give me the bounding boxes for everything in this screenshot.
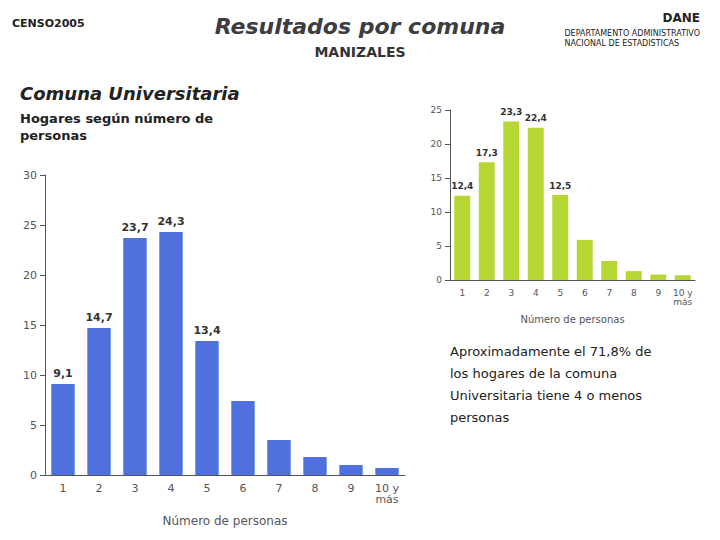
svg-text:5: 5 <box>204 482 211 495</box>
svg-text:13,4: 13,4 <box>193 324 220 337</box>
svg-text:Resultados por comuna: Resultados por comuna <box>215 14 506 39</box>
svg-text:10 y: 10 y <box>672 287 693 298</box>
svg-text:30: 30 <box>23 169 37 182</box>
svg-text:Hogares según número de: Hogares según número de <box>20 111 213 126</box>
svg-text:25: 25 <box>431 105 442 115</box>
svg-text:CENSO2005: CENSO2005 <box>12 17 85 30</box>
svg-text:Número de personas: Número de personas <box>162 514 287 528</box>
svg-text:2: 2 <box>484 288 490 298</box>
svg-text:7: 7 <box>606 288 612 298</box>
svg-text:15: 15 <box>431 173 442 183</box>
svg-text:2: 2 <box>96 482 103 495</box>
svg-text:0: 0 <box>30 469 37 482</box>
svg-text:20: 20 <box>23 269 37 282</box>
svg-text:10: 10 <box>431 207 443 217</box>
svg-text:12,5: 12,5 <box>549 181 571 191</box>
svg-text:5: 5 <box>30 419 37 432</box>
svg-text:10: 10 <box>23 369 37 382</box>
svg-text:personas: personas <box>450 410 510 425</box>
svg-text:17,3: 17,3 <box>476 148 498 158</box>
svg-text:0: 0 <box>436 275 442 285</box>
svg-text:3: 3 <box>132 482 139 495</box>
svg-text:1: 1 <box>60 482 67 495</box>
svg-text:8: 8 <box>631 288 637 298</box>
svg-text:22,4: 22,4 <box>525 113 547 123</box>
svg-text:6: 6 <box>240 482 247 495</box>
svg-text:9,1: 9,1 <box>53 367 73 380</box>
svg-text:más: más <box>673 297 692 307</box>
svg-text:23,7: 23,7 <box>121 221 148 234</box>
svg-text:1: 1 <box>459 288 465 298</box>
svg-text:personas: personas <box>20 128 87 143</box>
svg-text:más: más <box>375 493 398 506</box>
svg-text:15: 15 <box>23 319 37 332</box>
svg-text:los hogares de la comuna: los hogares de la comuna <box>450 366 617 381</box>
svg-text:DANE: DANE <box>663 11 701 25</box>
svg-text:4: 4 <box>168 482 175 495</box>
svg-text:4: 4 <box>533 288 539 298</box>
svg-text:25: 25 <box>23 219 37 232</box>
svg-text:Número de personas: Número de personas <box>520 314 624 325</box>
svg-text:5: 5 <box>436 241 442 251</box>
svg-text:9: 9 <box>348 482 355 495</box>
svg-text:5: 5 <box>557 288 563 298</box>
svg-text:DEPARTAMENTO ADMINISTRATIVO: DEPARTAMENTO ADMINISTRATIVO <box>564 29 700 38</box>
svg-text:10 y: 10 y <box>375 482 399 495</box>
svg-text:23,3: 23,3 <box>500 107 522 117</box>
svg-text:8: 8 <box>312 482 319 495</box>
svg-text:14,7: 14,7 <box>85 311 112 324</box>
svg-text:6: 6 <box>582 288 588 298</box>
svg-text:3: 3 <box>508 288 514 298</box>
svg-text:NACIONAL DE ESTADISTICAS: NACIONAL DE ESTADISTICAS <box>564 39 679 48</box>
svg-text:24,3: 24,3 <box>157 215 184 228</box>
svg-text:12,4: 12,4 <box>451 181 473 191</box>
svg-text:MANIZALES: MANIZALES <box>314 44 405 60</box>
svg-text:Aproximadamente el 71,8% de: Aproximadamente el 71,8% de <box>450 344 651 359</box>
svg-text:7: 7 <box>276 482 283 495</box>
svg-text:20: 20 <box>431 139 443 149</box>
svg-text:9: 9 <box>655 288 661 298</box>
svg-text:Universitaria tiene 4 o menos: Universitaria tiene 4 o menos <box>450 388 642 403</box>
svg-text:Comuna Universitaria: Comuna Universitaria <box>20 83 240 104</box>
